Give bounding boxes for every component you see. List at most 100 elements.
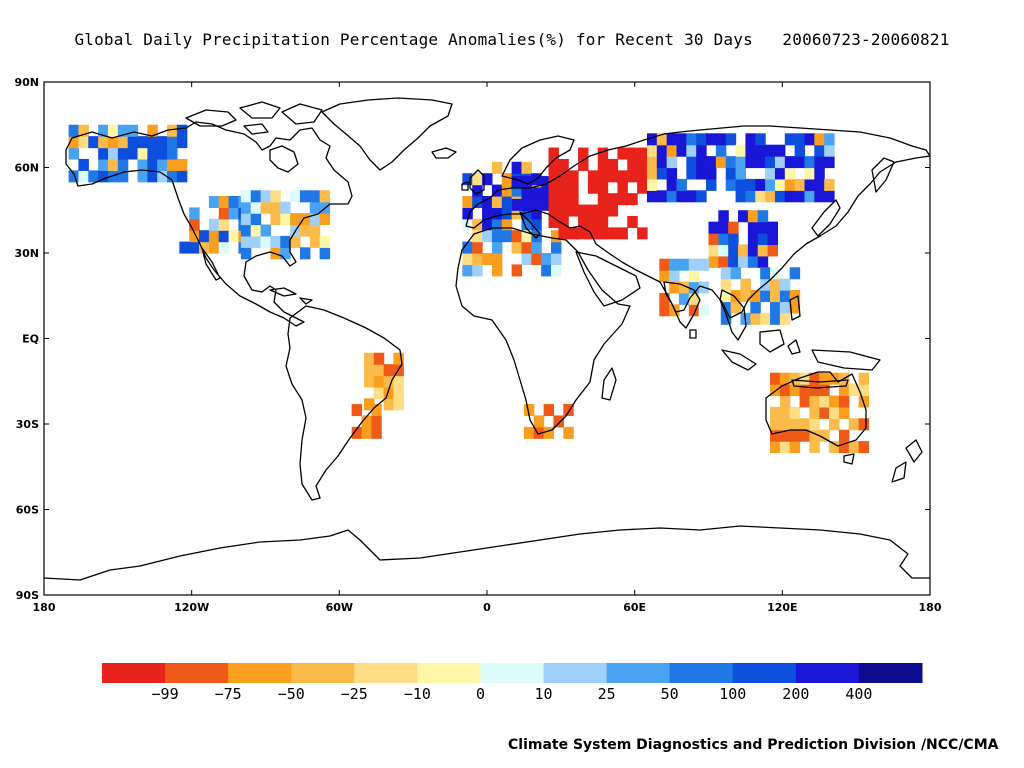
anomaly-cell xyxy=(472,253,483,265)
anomaly-cell xyxy=(607,227,619,240)
anomaly-cell xyxy=(789,418,801,431)
anomaly-cell xyxy=(597,204,609,217)
anomaly-cell xyxy=(531,218,542,231)
colorbar-label: −99 xyxy=(152,685,179,703)
anomaly-cell xyxy=(794,190,806,203)
anomaly-cell xyxy=(706,133,717,146)
anomaly-cell xyxy=(240,247,252,260)
anomaly-cell xyxy=(646,190,658,203)
anomaly-cell xyxy=(491,207,503,220)
anomaly-cell xyxy=(706,178,717,191)
anomaly-cell xyxy=(607,158,619,171)
anomaly-cell xyxy=(738,255,749,268)
colorbar: −99 −75 −50 −25 −10 0 10 25 50 100 200 400 xyxy=(102,663,923,703)
colorbar-swatch xyxy=(417,663,481,683)
anomaly-cell xyxy=(829,406,840,419)
anomaly-cell xyxy=(757,210,769,223)
anomaly-cell xyxy=(521,176,532,189)
anomaly-cell xyxy=(789,301,801,314)
anomaly-cell xyxy=(521,207,532,220)
anomaly-cell xyxy=(755,144,766,157)
lat-tick-label: 30N xyxy=(14,247,39,260)
anomaly-cell xyxy=(740,278,751,291)
anomaly-cell xyxy=(393,375,404,388)
anomaly-cell xyxy=(88,170,99,183)
anomaly-cell xyxy=(646,133,658,146)
anomaly-cell xyxy=(98,170,109,183)
lon-tick-label: 180 xyxy=(919,601,942,614)
anomaly-cell xyxy=(568,227,579,240)
anomaly-cell xyxy=(373,375,385,388)
anomaly-cell xyxy=(587,181,599,194)
anomaly-cell xyxy=(686,156,697,169)
anomaly-cell xyxy=(656,156,668,169)
colorbar-label: −25 xyxy=(341,685,368,703)
anomaly-cell xyxy=(597,147,609,160)
coastline-australia xyxy=(765,371,867,447)
anomaly-cell xyxy=(280,201,291,214)
lon-tick-label: 120E xyxy=(767,601,797,614)
anomaly-cell xyxy=(706,156,717,169)
anomaly-cell xyxy=(531,207,542,220)
anomaly-cell xyxy=(696,133,707,146)
anomaly-cell xyxy=(383,364,395,377)
anomaly-cell xyxy=(472,230,483,243)
anomaly-cell xyxy=(669,258,680,271)
colorbar-label: −10 xyxy=(404,685,431,703)
anomaly-cell xyxy=(107,170,119,183)
anomaly-cell xyxy=(393,386,404,399)
anomaly-cell xyxy=(167,158,178,171)
coastline-italy xyxy=(519,211,541,239)
anomaly-cell xyxy=(804,156,815,169)
anomaly-cell xyxy=(393,352,404,365)
anomaly-cell xyxy=(597,215,609,228)
anomaly-cell xyxy=(548,147,559,160)
anomaly-cell xyxy=(371,404,382,417)
anomaly-cell xyxy=(686,144,697,157)
anomaly-cell xyxy=(189,207,200,220)
anomaly-cell xyxy=(462,173,473,186)
anomaly-cell xyxy=(858,372,870,385)
anomaly-cell xyxy=(597,193,609,206)
anomaly-cell xyxy=(309,235,321,248)
anomaly-cell xyxy=(715,156,727,169)
anomaly-cell xyxy=(363,375,375,388)
anomaly-cell xyxy=(720,301,732,314)
lon-tick-label: 60E xyxy=(623,601,646,614)
anomaly-cell xyxy=(383,398,395,411)
anomaly-cell xyxy=(819,395,830,408)
anomaly-cell xyxy=(208,241,220,254)
anomaly-cell xyxy=(189,218,200,231)
anomaly-cell xyxy=(676,190,687,203)
lon-tick-label: 60W xyxy=(326,601,353,614)
anomaly-cell xyxy=(147,147,158,160)
anomaly-cell xyxy=(789,384,801,397)
lat-tick-label: 60N xyxy=(14,162,39,175)
colorbar-swatch xyxy=(669,663,734,683)
anomaly-cell xyxy=(858,418,870,431)
colorbar-label: 200 xyxy=(782,685,809,703)
anomaly-cell xyxy=(137,158,148,171)
anomaly-cell xyxy=(167,124,178,137)
anomaly-cell xyxy=(117,124,129,137)
anomaly-region xyxy=(462,161,542,231)
anomaly-cell xyxy=(799,395,811,408)
anomaly-cell xyxy=(779,372,791,385)
anomaly-cell xyxy=(848,384,860,397)
anomaly-cell xyxy=(228,196,240,208)
anomaly-cell xyxy=(819,429,830,442)
anomaly-cell xyxy=(240,190,252,203)
anomaly-cell xyxy=(78,158,89,171)
anomaly-cell xyxy=(678,258,690,271)
anomaly-cell xyxy=(688,281,700,294)
anomaly-cell xyxy=(678,292,690,305)
anomaly-cell xyxy=(765,167,776,180)
anomaly-cell xyxy=(550,241,562,254)
anomaly-cell xyxy=(784,167,796,180)
anomaly-cell xyxy=(482,196,493,208)
anomaly-cell xyxy=(794,144,806,157)
anomaly-region xyxy=(659,258,710,317)
anomaly-cell xyxy=(814,133,825,146)
anomaly-cell xyxy=(696,144,707,157)
